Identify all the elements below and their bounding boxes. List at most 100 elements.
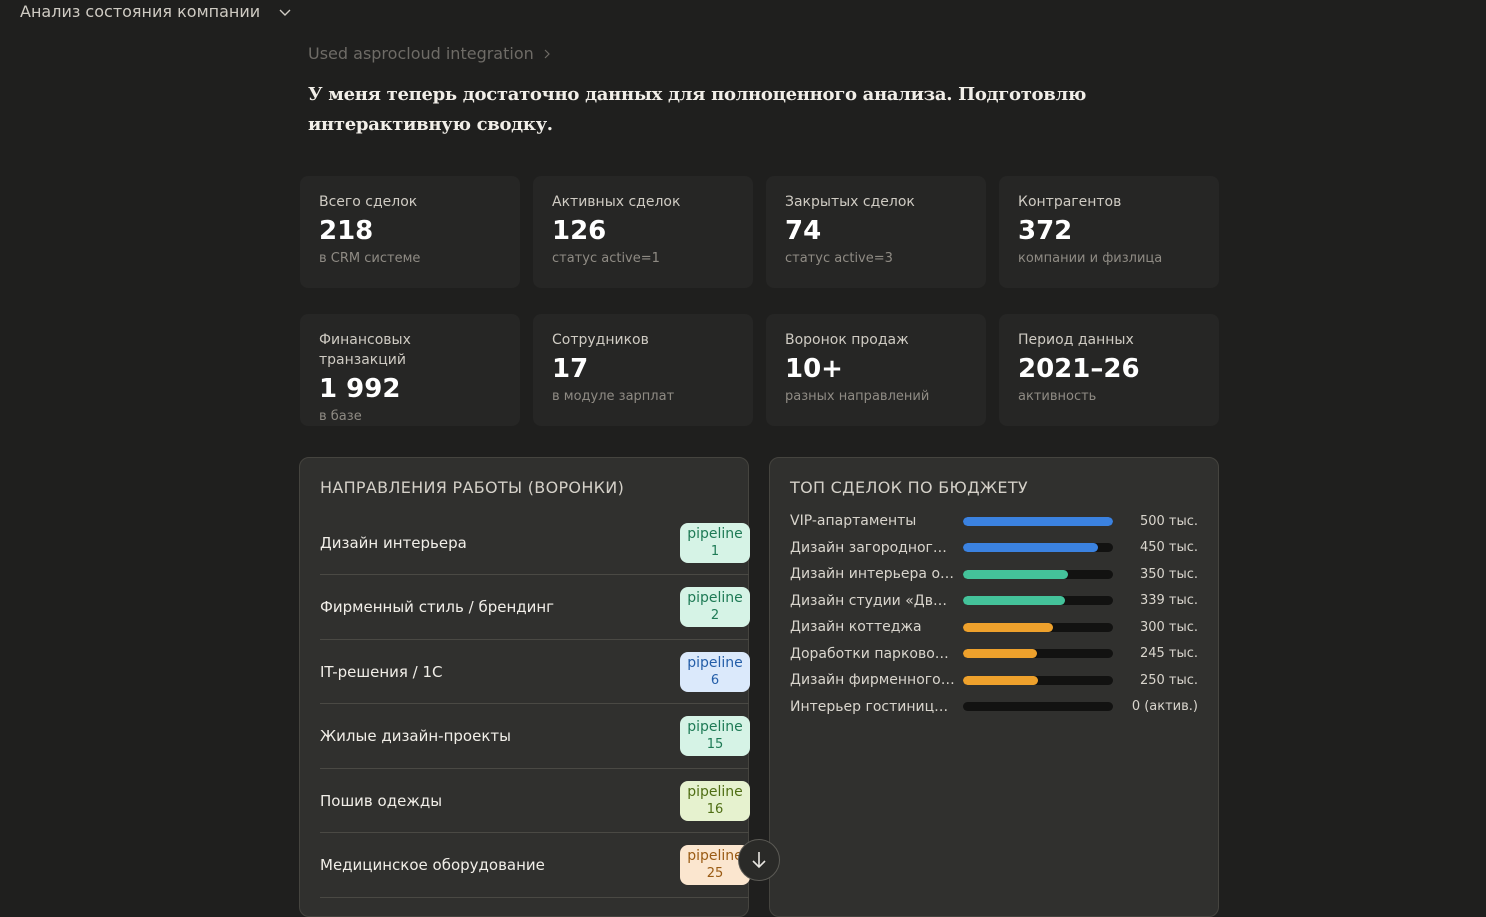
deal-name: Дизайн интерьера от... bbox=[790, 566, 955, 582]
assistant-message: У меня теперь достаточно данных для полн… bbox=[308, 84, 1087, 135]
stat-caption: компании и физлица bbox=[1018, 251, 1163, 266]
top-deals-panel-title: ТОП СДЕЛОК ПО БЮДЖЕТУ bbox=[790, 478, 1028, 497]
deal-row: Дизайн фирменного ... 250 тыс. bbox=[790, 667, 1200, 693]
stat-value: 2021–26 bbox=[1018, 354, 1140, 384]
pipeline-badge-number: 1 bbox=[710, 543, 720, 559]
pipeline-badge-label: pipeline bbox=[687, 783, 743, 800]
stat-value: 74 bbox=[785, 216, 822, 246]
deal-row: Дизайн коттеджа 300 тыс. bbox=[790, 614, 1200, 640]
pipeline-badge-label: pipeline bbox=[687, 654, 743, 671]
stat-label: Сотрудников bbox=[552, 332, 649, 348]
pipeline-row: Фирменный стиль / брендинг pipeline 2 bbox=[320, 576, 750, 640]
deal-bar-fill bbox=[963, 622, 1053, 632]
deal-bar-fill bbox=[963, 675, 1038, 685]
pipeline-badge-label: pipeline bbox=[687, 525, 743, 542]
stat-card: Воронок продаж 10+ разных направлений bbox=[766, 314, 986, 426]
stat-caption: статус active=3 bbox=[785, 251, 893, 266]
deal-name: Дизайн фирменного ... bbox=[790, 672, 955, 688]
stat-card: Сотрудников 17 в модуле зарплат bbox=[533, 314, 753, 426]
stat-caption: в базе bbox=[319, 409, 362, 424]
pipeline-name: IT-решения / 1С bbox=[320, 662, 443, 681]
pipeline-badge-number: 25 bbox=[706, 866, 724, 881]
pipeline-badge: pipeline 6 bbox=[680, 651, 750, 692]
pipeline-badge: pipeline 16 bbox=[680, 780, 750, 821]
deal-row: VIP-апартаменты 500 тыс. bbox=[790, 508, 1200, 534]
conversation-title-bar[interactable]: Анализ состояния компании bbox=[0, 0, 300, 24]
conversation-title: Анализ состояния компании bbox=[20, 2, 261, 21]
arrow-down-icon bbox=[752, 852, 766, 869]
stat-value: 372 bbox=[1018, 216, 1073, 246]
stat-value: 126 bbox=[552, 216, 607, 246]
pipeline-badge-number: 6 bbox=[710, 672, 720, 688]
deal-bar-track bbox=[963, 596, 1113, 605]
chevron-right-icon bbox=[544, 49, 550, 58]
deal-value: 250 тыс. bbox=[1139, 672, 1198, 688]
deal-value: 339 тыс. bbox=[1139, 593, 1198, 608]
pipeline-badge-number: 16 bbox=[706, 801, 724, 817]
pipeline-name: Фирменный стиль / брендинг bbox=[320, 598, 555, 616]
stat-card: Финансовых транзакций 1 992 в базе bbox=[300, 314, 520, 426]
integration-label: Used asprocloud integration bbox=[308, 44, 534, 63]
stat-value: 1 992 bbox=[319, 374, 401, 404]
deal-bar-track bbox=[963, 675, 1113, 685]
deal-bar-fill bbox=[963, 569, 1068, 579]
pipeline-name: Дизайн интерьера bbox=[320, 533, 467, 552]
pipeline-badge-number: 2 bbox=[710, 608, 720, 623]
deal-row: Дизайн загородного ... 450 тыс. bbox=[790, 535, 1200, 561]
pipeline-badge-label: pipeline bbox=[687, 719, 743, 735]
stat-card: Активных сделок 126 статус active=1 bbox=[533, 176, 753, 288]
pipelines-panel-title: НАПРАВЛЕНИЯ РАБОТЫ (ВОРОНКИ) bbox=[320, 478, 625, 497]
deal-row: Дизайн интерьера от... 350 тыс. bbox=[790, 561, 1200, 587]
pipeline-badge-label: pipeline bbox=[687, 590, 743, 606]
pipeline-badge: pipeline 2 bbox=[680, 587, 750, 627]
deal-bar-fill bbox=[963, 543, 1098, 552]
deal-bar-track bbox=[963, 569, 1113, 579]
stat-label: Всего сделок bbox=[319, 194, 418, 210]
deal-bar-track bbox=[963, 649, 1113, 658]
top-deals-panel: ТОП СДЕЛОК ПО БЮДЖЕТУ VIP-апартаменты 500… bbox=[769, 457, 1219, 917]
stat-value: 218 bbox=[319, 216, 374, 246]
stat-value: 10+ bbox=[785, 354, 843, 384]
stat-label: Активных сделок bbox=[552, 194, 681, 210]
deal-bar-fill bbox=[963, 516, 1113, 526]
pipeline-badge-number: 15 bbox=[706, 737, 724, 752]
deal-bar-fill bbox=[963, 596, 1065, 605]
deal-bar-fill bbox=[963, 649, 1037, 658]
scroll-down-button[interactable] bbox=[738, 839, 780, 881]
pipeline-badge: pipeline 15 bbox=[680, 716, 750, 756]
stat-card: Всего сделок 218 в CRM системе bbox=[300, 176, 520, 288]
integration-breadcrumb[interactable]: Used asprocloud integration bbox=[308, 44, 552, 63]
deal-name: Интерьер гостиницы ... bbox=[790, 698, 955, 715]
deal-name: Дизайн коттеджа bbox=[790, 619, 922, 635]
pipeline-row: Жилые дизайн-проекты pipeline 15 bbox=[320, 705, 750, 769]
deal-row: Доработки парковой ... 245 тыс. bbox=[790, 641, 1200, 667]
stat-card: Период данных 2021–26 активность bbox=[999, 314, 1219, 426]
deal-bar-track bbox=[963, 702, 1113, 711]
deal-name: VIP-апартаменты bbox=[790, 513, 917, 529]
deal-name: Дизайн студии «Движ» bbox=[790, 592, 955, 609]
deal-bar-track bbox=[963, 516, 1113, 526]
stat-value: 17 bbox=[552, 354, 589, 384]
stat-caption: активность bbox=[1018, 389, 1097, 404]
stat-caption: статус active=1 bbox=[552, 251, 660, 266]
pipeline-row: IT-решения / 1С pipeline 6 bbox=[320, 640, 750, 704]
deal-value: 0 (актив.) bbox=[1131, 699, 1198, 714]
deal-row: Интерьер гостиницы ... 0 (актив.) bbox=[790, 694, 1200, 720]
deal-value: 350 тыс. bbox=[1139, 566, 1198, 582]
pipeline-row: Пошив одежды pipeline 16 bbox=[320, 769, 750, 833]
chevron-down-icon[interactable] bbox=[278, 5, 292, 19]
pipeline-row: Медицинское оборудование pipeline 25 bbox=[320, 834, 750, 898]
pipeline-name: Медицинское оборудование bbox=[320, 856, 545, 874]
stat-label: Воронок продаж bbox=[785, 332, 909, 348]
stat-caption: в модуле зарплат bbox=[552, 389, 675, 404]
stat-caption: разных направлений bbox=[785, 389, 930, 404]
pipeline-name: Пошив одежды bbox=[320, 791, 443, 810]
deal-row: Дизайн студии «Движ» 339 тыс. bbox=[790, 588, 1200, 614]
stat-caption: в CRM системе bbox=[319, 251, 421, 266]
deal-name: Дизайн загородного ... bbox=[790, 539, 955, 556]
deal-value: 300 тыс. bbox=[1139, 619, 1198, 635]
stat-label: Закрытых сделок bbox=[785, 194, 915, 210]
stat-label: Контрагентов bbox=[1018, 194, 1122, 210]
stat-card: Контрагентов 372 компании и физлица bbox=[999, 176, 1219, 288]
pipelines-panel: НАПРАВЛЕНИЯ РАБОТЫ (ВОРОНКИ) Дизайн инте… bbox=[299, 457, 750, 917]
